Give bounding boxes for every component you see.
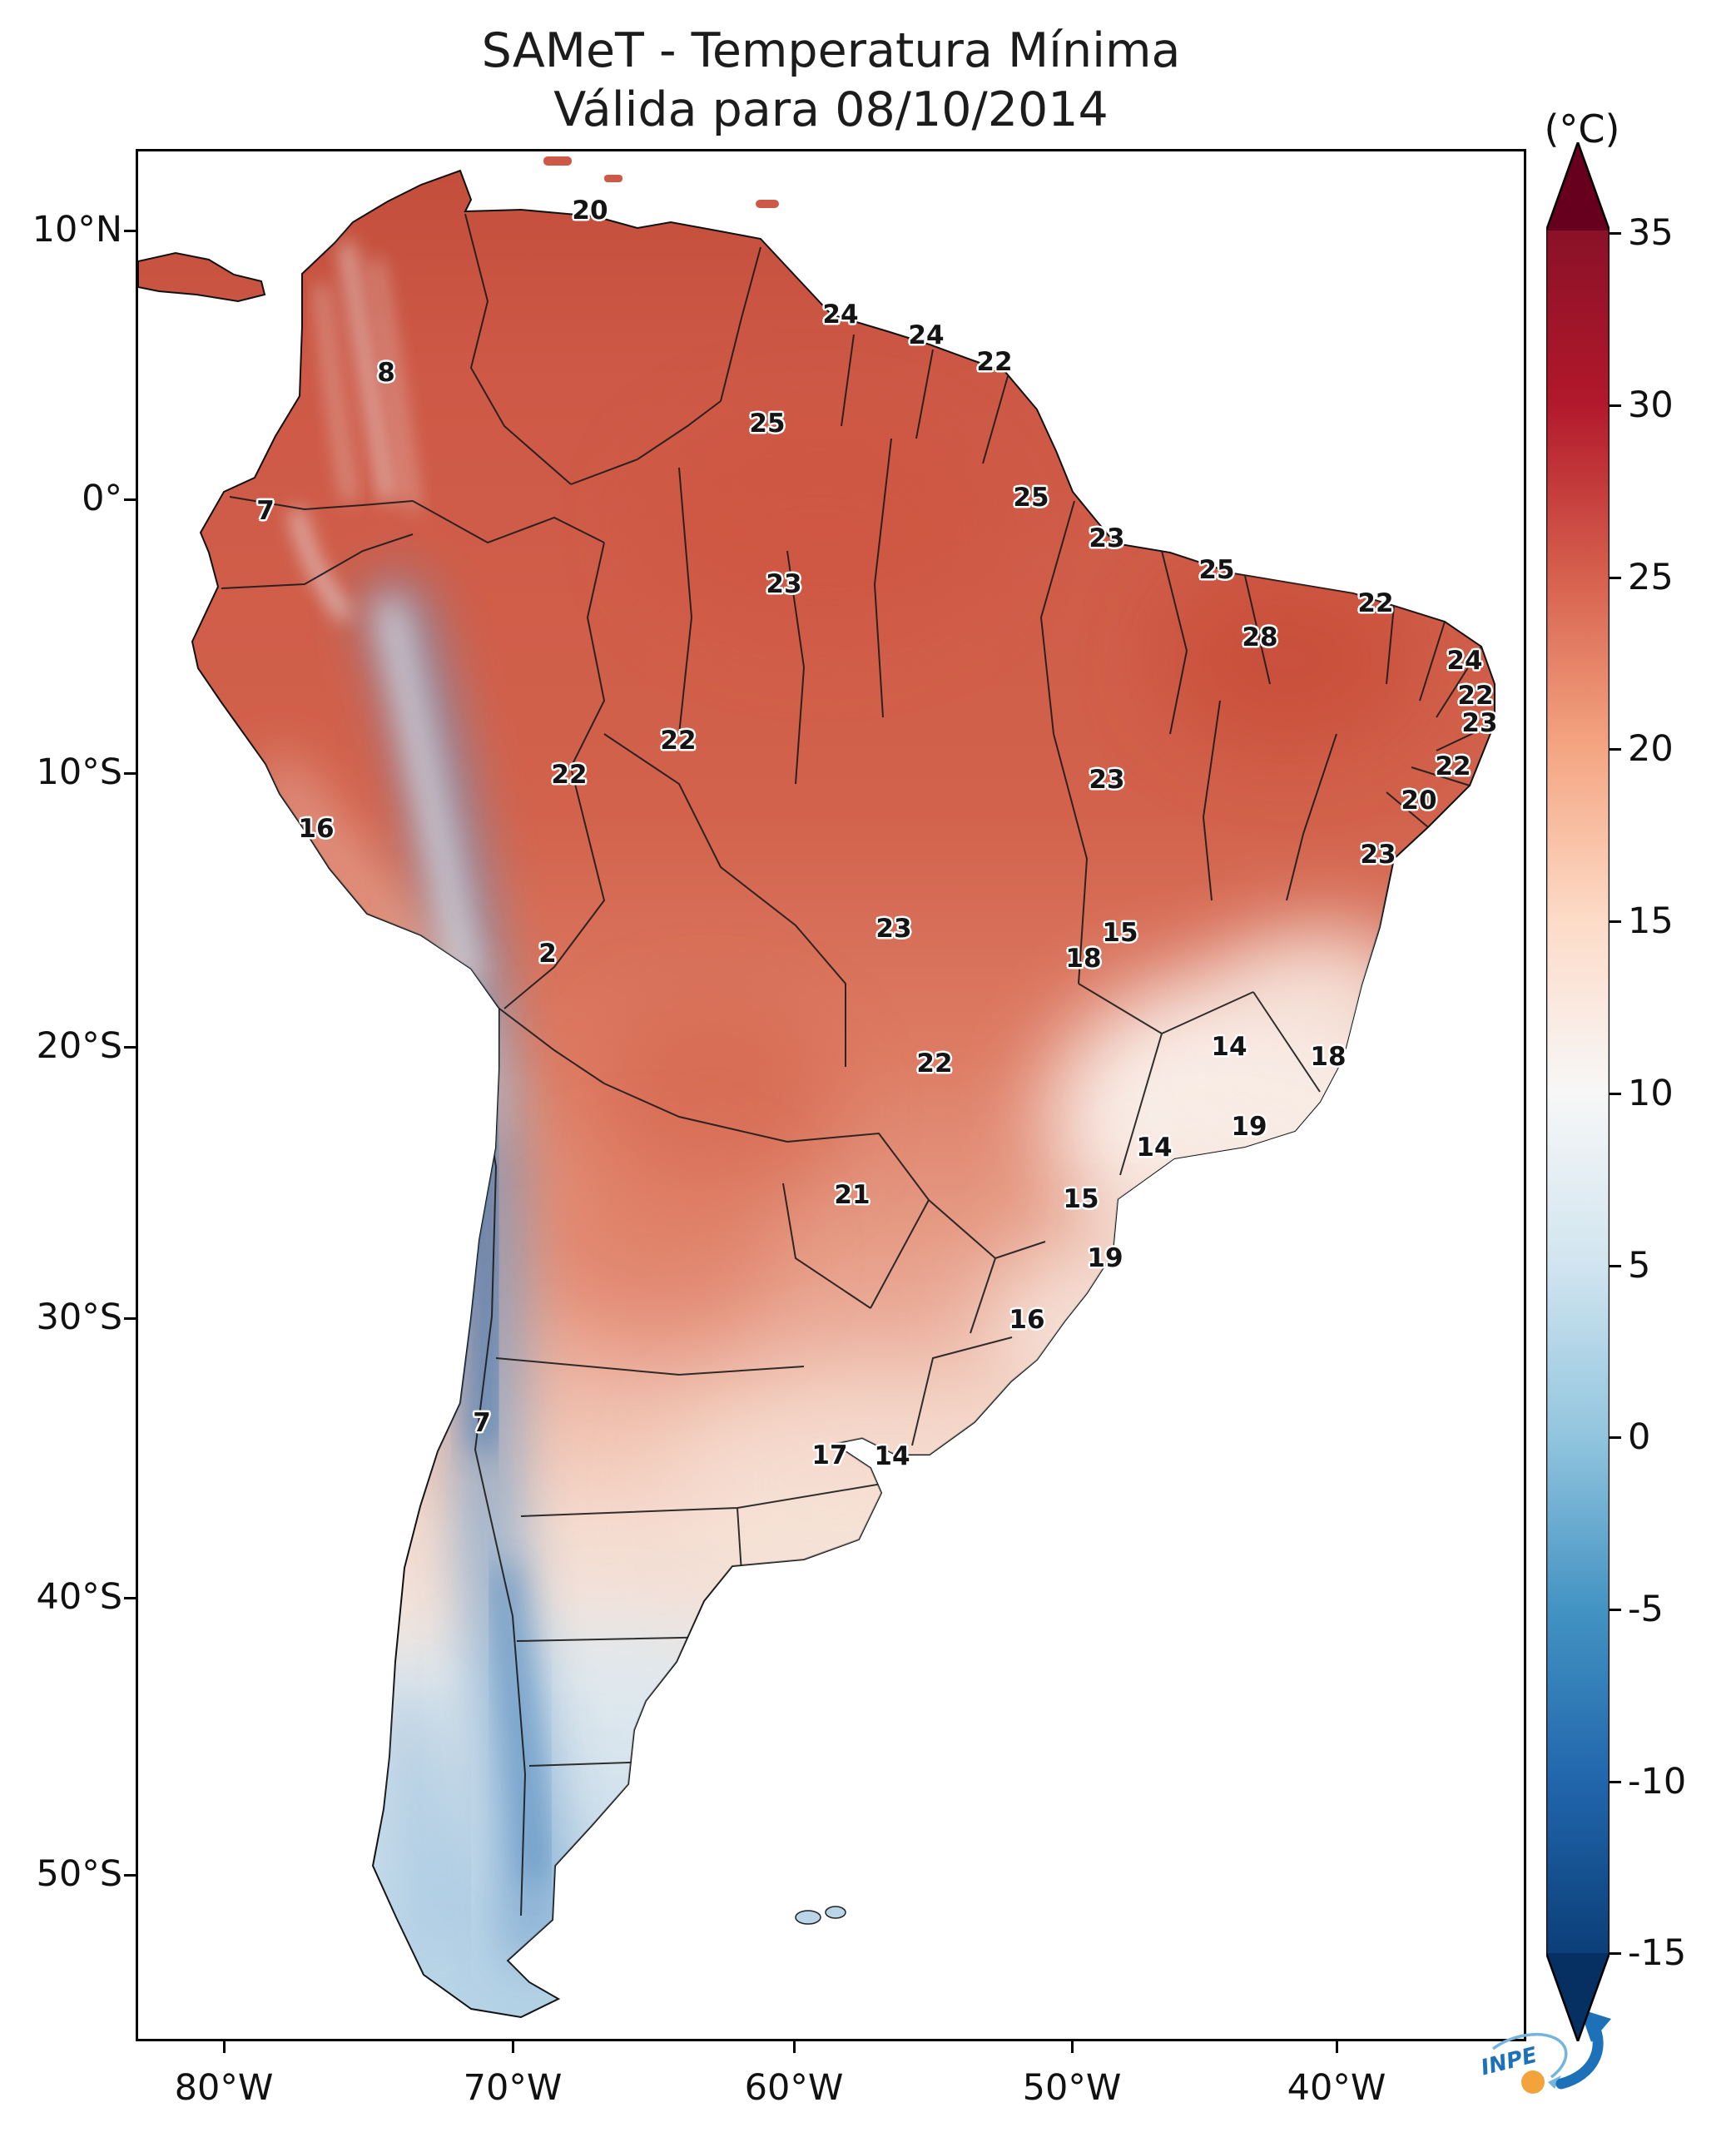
colorbar-tick-label: 30 [1628, 384, 1674, 426]
country-borders [221, 213, 1495, 1916]
lon-tick-mark [793, 2041, 796, 2053]
south-america-map [138, 156, 1495, 2018]
colorbar-tick-mark [1610, 1265, 1621, 1267]
colorbar-gradient [1545, 139, 1611, 2045]
colorbar-tick-mark [1610, 232, 1621, 235]
lon-tick-mark [1071, 2041, 1074, 2053]
falkland-islands [795, 1906, 846, 1925]
colorbar-tick-label: 0 [1628, 1416, 1651, 1458]
lon-tick-label: 40°W [1287, 2067, 1386, 2109]
colorbar-tick-label: 20 [1628, 728, 1674, 770]
colorbar-tick-mark [1610, 1781, 1621, 1783]
colorbar-tick-label: 25 [1628, 557, 1674, 598]
figure-title: SAMeT - Temperatura Mínima Válida para 0… [136, 22, 1526, 141]
latitude-axis: 10°N 0° 10°S 20°S 30°S 40°S 50°S [0, 0, 129, 2152]
colorbar-tick-mark [1610, 404, 1621, 407]
colorbar-tick-mark [1610, 1093, 1621, 1095]
lat-tick-label: 10°S [36, 751, 122, 793]
lat-tick-label: 30°S [36, 1297, 122, 1338]
lon-tick-mark [223, 2041, 226, 2053]
central-america-strip [138, 252, 265, 302]
colorbar-tick-mark [1610, 1609, 1621, 1611]
lon-tick-label: 70°W [463, 2067, 563, 2109]
lat-tick-label: 50°S [36, 1853, 122, 1895]
lat-tick-label: 10°N [32, 209, 122, 250]
inpe-logo: INPE [1479, 2009, 1611, 2094]
lon-tick-mark [1336, 2041, 1338, 2053]
lon-tick-mark [512, 2041, 514, 2053]
colorbar-tick-label: 5 [1628, 1245, 1651, 1287]
colorbar-tick-label: -5 [1628, 1589, 1664, 1630]
colorbar-tick-label: 15 [1628, 900, 1674, 942]
lat-tick-label: 20°S [36, 1025, 122, 1067]
colorbar-unit-label: (°C) [1544, 107, 1620, 151]
colorbar-tick-labels: 35 30 25 20 15 10 5 0 -5 -10 -15 [1628, 0, 1736, 2152]
caribbean-islands [543, 156, 779, 208]
longitude-axis: 80°W 70°W 60°W 50°W 40°W [0, 2067, 1736, 2117]
lon-tick-label: 80°W [174, 2067, 274, 2109]
colorbar-tick-label: 35 [1628, 212, 1674, 254]
map-plot-area: INPE [136, 149, 1611, 2094]
lon-tick-label: 50°W [1022, 2067, 1122, 2109]
colorbar-tick-mark [1610, 748, 1621, 751]
colorbar-tick-mark [1610, 920, 1621, 923]
lat-tick-label: 40°S [36, 1576, 122, 1618]
colorbar [1545, 139, 1611, 2045]
colorbar-tick-mark [1610, 1952, 1621, 1955]
colorbar-tick-label: 10 [1628, 1073, 1674, 1114]
colorbar-tick-mark [1610, 1436, 1621, 1439]
lon-tick-label: 60°W [744, 2067, 844, 2109]
title-line-2: Válida para 08/10/2014 [553, 82, 1109, 138]
title-line-1: SAMeT - Temperatura Mínima [481, 23, 1181, 78]
colorbar-tick-mark [1610, 577, 1621, 579]
colorbar-tick-label: -15 [1628, 1932, 1687, 1974]
lat-tick-label: 0° [82, 478, 122, 519]
colorbar-tick-label: -10 [1628, 1761, 1687, 1802]
